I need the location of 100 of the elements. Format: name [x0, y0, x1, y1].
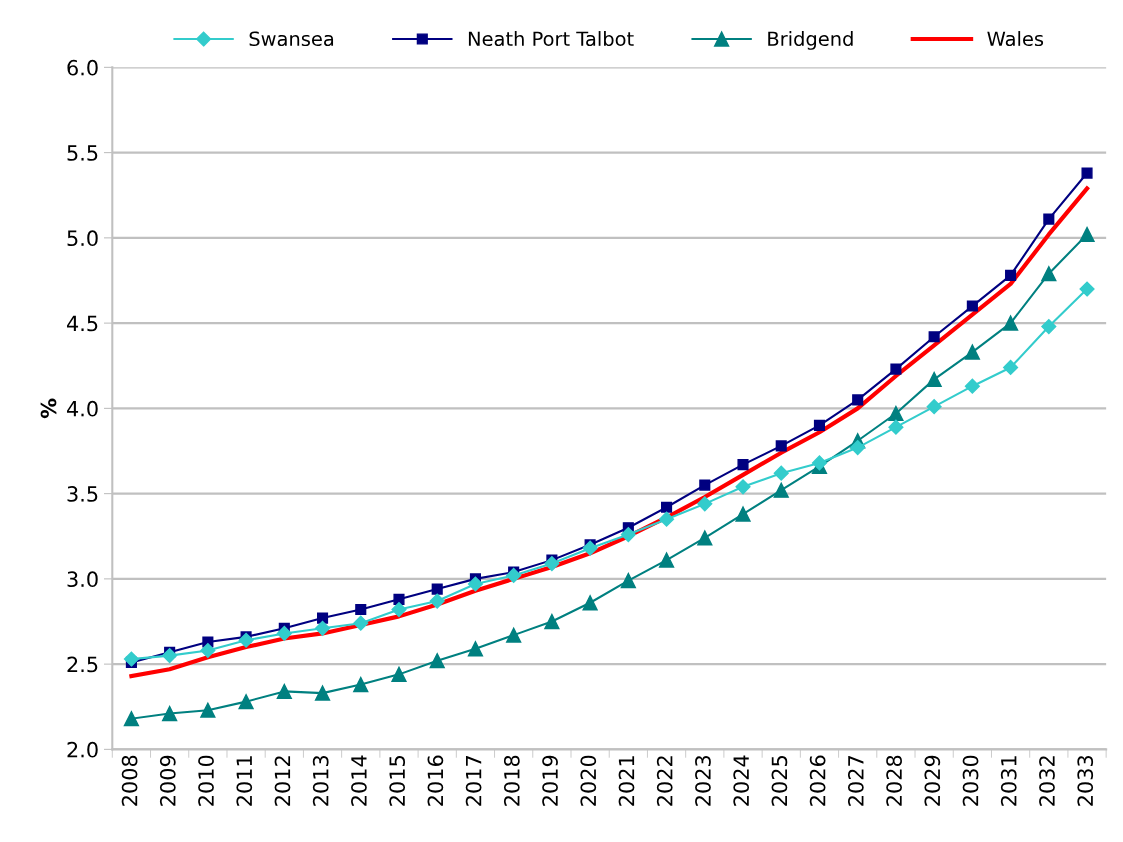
point	[582, 540, 598, 556]
x-tick-label: 2032	[1039, 756, 1055, 806]
legend-label: Swansea	[249, 31, 334, 47]
y-tick-label: 5.0	[67, 230, 98, 247]
point	[888, 405, 904, 422]
point	[850, 440, 866, 456]
point	[964, 378, 980, 394]
point	[276, 683, 292, 700]
point	[467, 641, 484, 657]
point	[888, 419, 904, 435]
point	[697, 530, 713, 546]
point	[544, 613, 560, 630]
point	[773, 482, 789, 498]
point	[620, 572, 636, 589]
point	[1043, 213, 1055, 225]
y-tick-label: 4.0	[66, 400, 98, 417]
y-tick-label: 6.0	[67, 59, 98, 76]
point	[391, 601, 407, 618]
x-tick-label: 2009	[159, 755, 176, 806]
point	[429, 653, 445, 669]
point	[1041, 318, 1057, 335]
point	[506, 567, 522, 584]
x-tick-label: 2031	[1000, 756, 1017, 806]
point	[1041, 266, 1057, 282]
point	[162, 648, 178, 664]
x-tick-label: 2014	[351, 755, 367, 806]
x-tick-label: 2018	[503, 755, 520, 806]
point	[161, 705, 178, 722]
x-tick-label: 2019	[542, 755, 558, 806]
point	[1079, 226, 1095, 243]
point	[966, 300, 978, 312]
point	[658, 552, 675, 568]
point	[737, 459, 749, 471]
y-tick-label: 5.5	[67, 145, 98, 161]
legend-label: Wales	[987, 31, 1044, 47]
point	[1002, 315, 1019, 331]
y-tick-label: 3.0	[67, 571, 98, 588]
point	[200, 702, 216, 718]
point	[544, 555, 560, 572]
point	[467, 576, 484, 592]
point	[699, 479, 711, 491]
x-tick-label: 2016	[427, 755, 444, 806]
x-tick-label: 2012	[274, 756, 291, 806]
point	[431, 583, 443, 595]
x-tick-label: 2030	[962, 755, 979, 806]
legend-label: Bridgend	[768, 31, 853, 50]
x-tick-label: 2028	[886, 755, 902, 806]
x-tick-label: 2033	[1077, 755, 1094, 806]
point	[238, 632, 254, 648]
x-tick-label: 2029	[924, 755, 941, 806]
point	[775, 440, 787, 452]
y-tick-label: 3.5	[67, 486, 98, 502]
point	[1005, 269, 1017, 281]
point	[735, 506, 751, 522]
y-axis-title: %	[40, 398, 57, 419]
legend-label: Neath Port Talbot	[468, 31, 634, 47]
point	[697, 496, 713, 512]
point	[1081, 167, 1093, 179]
point	[276, 625, 292, 642]
x-tick-label: 2023	[695, 755, 711, 806]
point	[393, 593, 405, 605]
point	[890, 363, 902, 375]
y-tick-label: 2.5	[67, 656, 98, 673]
point	[391, 666, 407, 682]
y-tick-label: 4.5	[66, 315, 98, 332]
point	[314, 620, 331, 636]
x-tick-label: 2024	[733, 755, 750, 806]
point	[353, 676, 369, 693]
point	[926, 371, 942, 388]
point	[353, 615, 369, 631]
point	[926, 399, 942, 415]
x-tick-label: 2008	[121, 755, 138, 806]
x-tick-label: 2022	[656, 756, 673, 806]
point	[813, 419, 826, 431]
y-tick-label: 2.0	[67, 741, 98, 758]
point	[355, 604, 367, 616]
point	[658, 511, 675, 527]
x-tick-label: 2021	[618, 756, 635, 806]
x-tick-label: 2017	[465, 756, 482, 806]
point	[964, 344, 981, 360]
x-tick-label: 2013	[312, 755, 329, 806]
point	[582, 595, 598, 611]
x-tick-label: 2020	[580, 755, 597, 806]
point	[123, 711, 140, 727]
point	[1079, 281, 1095, 297]
point	[238, 693, 254, 710]
x-tick-label: 2027	[847, 756, 864, 806]
point	[852, 394, 864, 406]
point	[506, 627, 522, 643]
point	[123, 651, 139, 667]
point	[429, 593, 445, 609]
point	[200, 642, 216, 659]
point	[661, 501, 673, 513]
x-tick-label: 2011	[236, 756, 253, 806]
x-tick-label: 2026	[809, 755, 826, 806]
point	[314, 685, 331, 701]
x-tick-label: 2010	[198, 755, 214, 806]
x-tick-label: 2025	[771, 756, 788, 806]
point	[928, 331, 940, 343]
point	[735, 479, 751, 495]
